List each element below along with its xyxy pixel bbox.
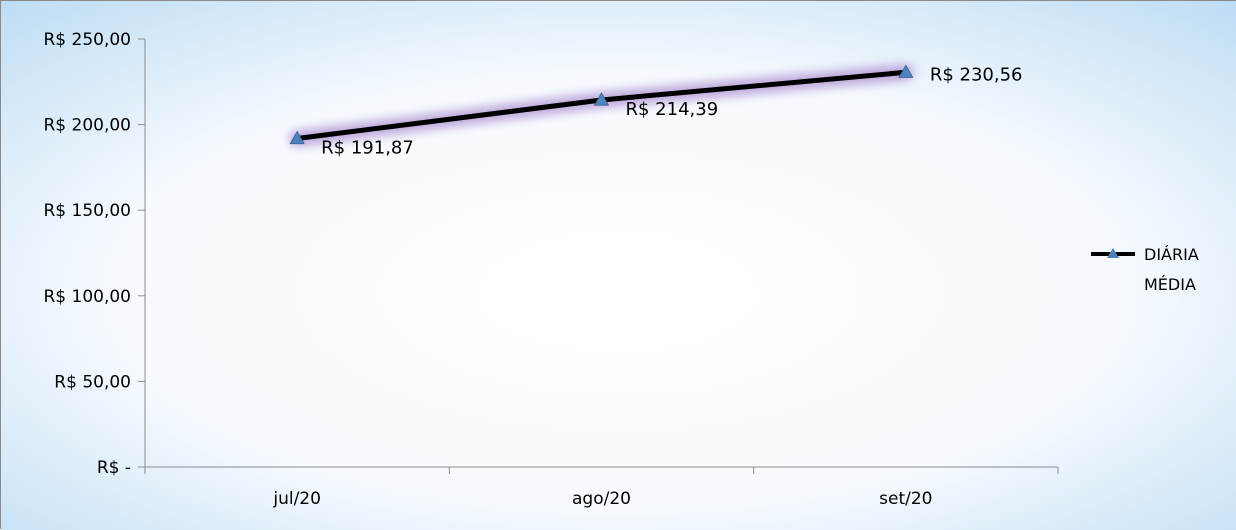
data-point-marker (898, 64, 914, 78)
y-tick-label: R$ 250,00 (43, 30, 131, 50)
y-tick-label: R$ - (97, 458, 131, 478)
y-tick-label: R$ 50,00 (54, 372, 131, 392)
data-label: R$ 214,39 (626, 99, 719, 120)
data-point-marker (289, 130, 305, 145)
legend-label: MÉDIA (1144, 275, 1196, 294)
legend-label: DIÁRIA (1144, 245, 1199, 264)
y-tick-label: R$ 150,00 (43, 201, 131, 221)
data-point-marker (593, 92, 610, 106)
data-label: R$ 230,56 (930, 64, 1023, 85)
y-tick-label: R$ 100,00 (43, 287, 131, 307)
y-tick-label: R$ 200,00 (43, 116, 131, 136)
data-label: R$ 191,87 (321, 138, 414, 159)
x-tick-label: jul/20 (272, 489, 321, 509)
x-tick-label: set/20 (879, 489, 932, 509)
legend-marker (1107, 248, 1119, 258)
x-tick-label: ago/20 (572, 489, 631, 509)
